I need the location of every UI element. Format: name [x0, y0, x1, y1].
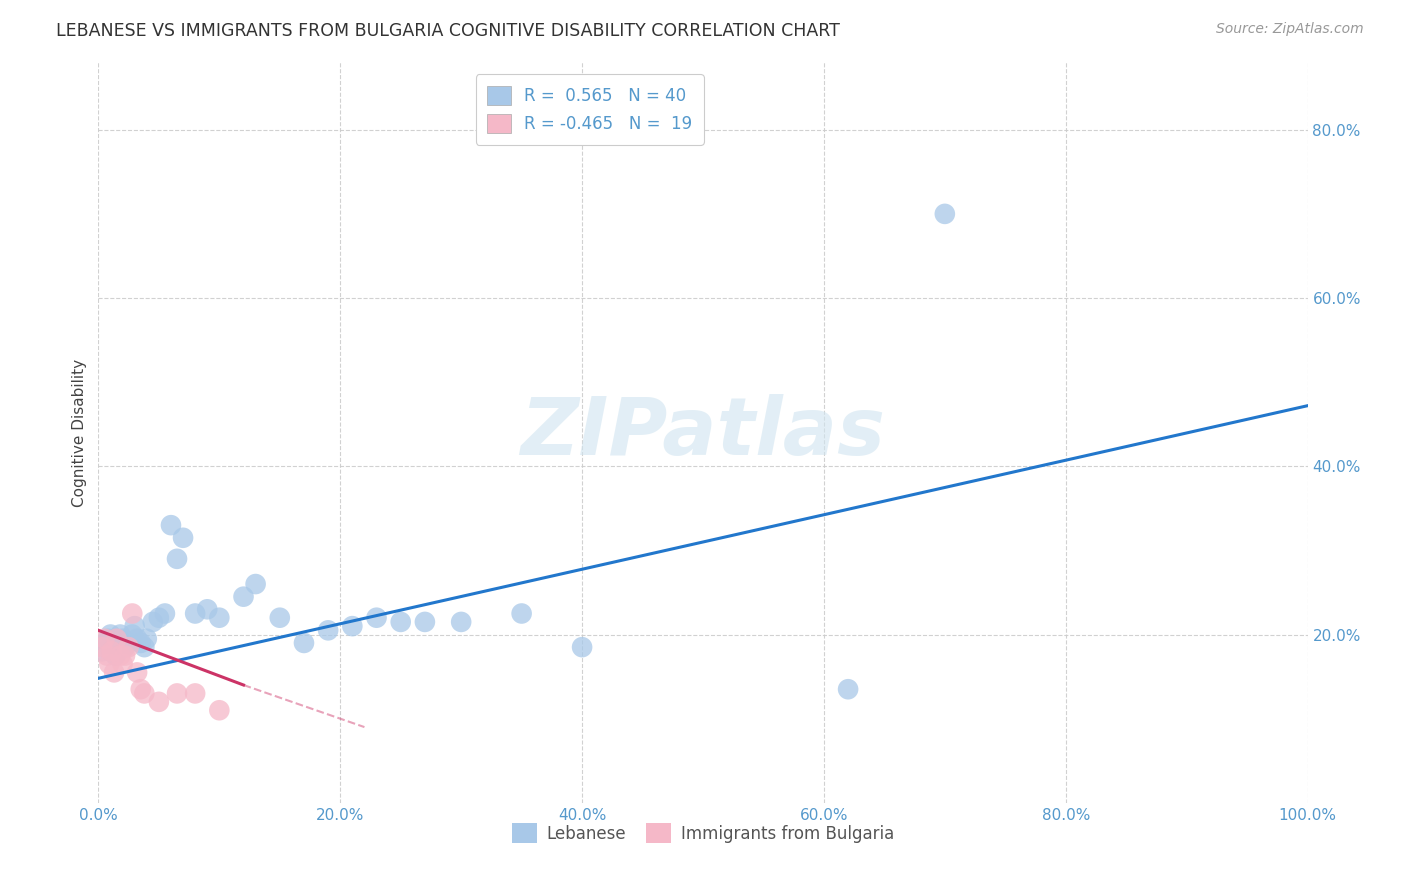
- Point: [127, 665, 149, 680]
- Point: [134, 640, 156, 655]
- Point: [118, 640, 141, 655]
- Point: [450, 615, 472, 629]
- Point: [269, 610, 291, 624]
- Point: [134, 686, 156, 700]
- Point: [100, 627, 122, 641]
- Point: [108, 648, 131, 663]
- Point: [184, 607, 207, 621]
- Point: [111, 632, 134, 646]
- Point: [195, 602, 218, 616]
- Point: [103, 665, 125, 680]
- Point: [135, 632, 157, 646]
- Point: [232, 590, 254, 604]
- Point: [184, 686, 207, 700]
- Point: [118, 636, 141, 650]
- Point: [142, 615, 165, 629]
- Point: [107, 636, 129, 650]
- Point: [105, 632, 128, 646]
- Point: [366, 610, 388, 624]
- Point: [111, 657, 134, 671]
- Point: [91, 640, 114, 655]
- Y-axis label: Cognitive Disability: Cognitive Disability: [72, 359, 87, 507]
- Point: [166, 551, 188, 566]
- Point: [148, 695, 170, 709]
- Point: [208, 703, 231, 717]
- Point: [153, 607, 176, 621]
- Point: [98, 657, 121, 671]
- Point: [148, 610, 170, 624]
- Point: [104, 648, 127, 663]
- Point: [510, 607, 533, 621]
- Point: [129, 682, 152, 697]
- Point: [342, 619, 364, 633]
- Point: [292, 636, 315, 650]
- Point: [101, 640, 124, 655]
- Point: [114, 640, 136, 655]
- Point: [108, 627, 131, 641]
- Point: [97, 632, 120, 646]
- Point: [93, 632, 115, 646]
- Point: [571, 640, 593, 655]
- Point: [166, 686, 188, 700]
- Text: ZIPatlas: ZIPatlas: [520, 393, 886, 472]
- Text: Source: ZipAtlas.com: Source: ZipAtlas.com: [1216, 22, 1364, 37]
- Point: [208, 610, 231, 624]
- Point: [124, 619, 146, 633]
- Point: [245, 577, 267, 591]
- Point: [172, 531, 194, 545]
- Point: [121, 607, 143, 621]
- Point: [121, 627, 143, 641]
- Point: [100, 644, 122, 658]
- Point: [96, 648, 118, 663]
- Point: [837, 682, 859, 697]
- Point: [127, 632, 149, 646]
- Point: [413, 615, 436, 629]
- Point: [94, 636, 117, 650]
- Legend: Lebanese, Immigrants from Bulgaria: Lebanese, Immigrants from Bulgaria: [505, 816, 901, 850]
- Point: [129, 636, 152, 650]
- Text: LEBANESE VS IMMIGRANTS FROM BULGARIA COGNITIVE DISABILITY CORRELATION CHART: LEBANESE VS IMMIGRANTS FROM BULGARIA COG…: [56, 22, 841, 40]
- Point: [316, 624, 339, 638]
- Point: [389, 615, 412, 629]
- Point: [91, 644, 114, 658]
- Point: [160, 518, 183, 533]
- Point: [114, 648, 136, 663]
- Point: [934, 207, 956, 221]
